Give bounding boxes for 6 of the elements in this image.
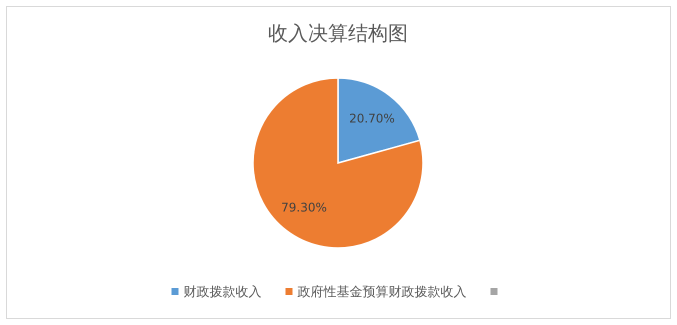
legend-label: 财政拨款收入 — [184, 285, 262, 300]
chart-title: 收入决算结构图 — [268, 21, 408, 45]
pie-slice — [252, 77, 424, 249]
legend-label: 政府性基金预算财政拨款收入 — [298, 284, 466, 300]
data-label: 20.70% — [349, 111, 395, 126]
data-label: 79.30% — [281, 200, 327, 215]
